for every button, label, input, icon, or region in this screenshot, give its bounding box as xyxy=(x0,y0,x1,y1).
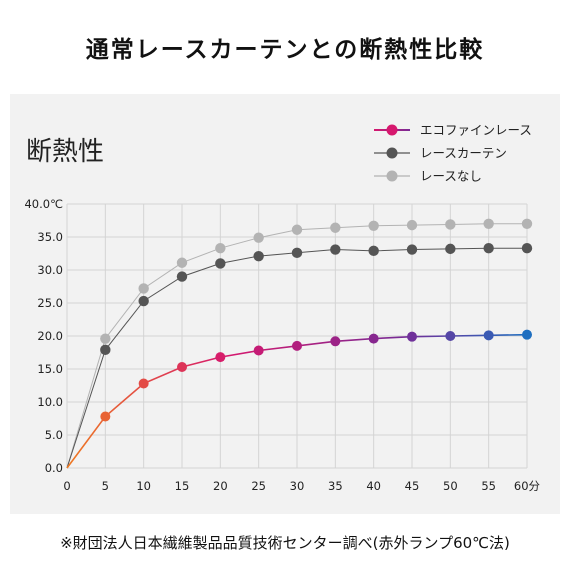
data-point-series-2 xyxy=(445,219,456,230)
data-point-series-0 xyxy=(100,411,111,422)
data-point-series-0 xyxy=(483,330,494,341)
page-title: 通常レースカーテンとの断熱性比較 xyxy=(85,37,485,63)
y-tick-label: 25.0 xyxy=(37,296,63,310)
data-point-series-0 xyxy=(138,378,149,389)
legend-label: エコファインレース xyxy=(420,123,532,138)
y-tick-label: 35.0 xyxy=(37,230,63,244)
y-tick-label: 5.0 xyxy=(45,428,63,442)
x-tick-label: 40 xyxy=(366,479,381,493)
legend-marker-2 xyxy=(386,170,398,182)
y-tick-label: 30.0 xyxy=(37,263,63,277)
data-point-series-2 xyxy=(368,220,379,231)
y-tick-label: 20.0 xyxy=(37,329,63,343)
legend-marker-1 xyxy=(386,147,398,159)
x-tick-label: 5 xyxy=(102,479,109,493)
data-point-series-2 xyxy=(330,222,341,233)
x-tick-label: 35 xyxy=(328,479,343,493)
legend-label: レースなし xyxy=(420,169,482,184)
data-point-series-1 xyxy=(291,247,303,259)
data-point-series-0 xyxy=(368,333,379,344)
x-tick-label: 30 xyxy=(290,479,305,493)
data-point-series-1 xyxy=(176,271,188,282)
x-tick-label: 15 xyxy=(175,479,190,493)
x-tick-label: 60分 xyxy=(514,479,541,493)
data-point-series-0 xyxy=(292,340,302,351)
data-point-series-0 xyxy=(215,352,226,363)
data-point-series-1 xyxy=(521,243,533,254)
chart-title: 断熱性 xyxy=(26,137,104,167)
data-point-series-2 xyxy=(291,224,303,235)
data-point-series-1 xyxy=(368,245,379,257)
data-point-series-1 xyxy=(253,250,264,262)
data-point-series-1 xyxy=(406,244,418,255)
data-point-series-1 xyxy=(215,258,226,269)
data-point-series-1 xyxy=(100,344,111,356)
data-point-series-2 xyxy=(215,243,226,254)
y-tick-label: 40.0℃ xyxy=(24,197,63,211)
x-tick-label: 10 xyxy=(136,479,151,493)
x-tick-label: 25 xyxy=(251,479,266,493)
x-tick-label: 45 xyxy=(405,479,420,493)
data-point-series-0 xyxy=(445,331,456,341)
y-tick-label: 10.0 xyxy=(37,395,63,409)
data-point-series-1 xyxy=(330,244,341,255)
data-point-series-2 xyxy=(100,333,111,344)
x-tick-label: 20 xyxy=(213,479,228,493)
data-point-series-0 xyxy=(522,329,532,340)
data-point-series-0 xyxy=(407,331,417,342)
data-point-series-2 xyxy=(138,283,149,294)
data-point-series-2 xyxy=(176,257,188,268)
data-point-series-0 xyxy=(253,345,264,356)
data-point-series-1 xyxy=(445,243,456,255)
x-tick-label: 55 xyxy=(481,479,496,493)
legend-marker-0 xyxy=(386,124,398,136)
data-point-series-2 xyxy=(406,219,418,231)
x-tick-label: 0 xyxy=(63,479,70,493)
footnote: ※財団法人日本繊維製品品質技術センター調べ(赤外ランプ60℃法) xyxy=(60,533,510,552)
data-point-series-2 xyxy=(521,218,533,229)
x-tick-label: 50 xyxy=(443,479,458,493)
chart-panel: 断熱性 0.0 5.0 10.0 15.0 20.0 25.0 30.0 35.0 40.0℃ … xyxy=(10,94,560,514)
data-point-series-1 xyxy=(138,295,149,307)
y-tick-label: 15.0 xyxy=(37,362,63,376)
data-point-series-0 xyxy=(177,362,187,373)
data-point-series-2 xyxy=(253,232,264,243)
y-tick-label: 0.0 xyxy=(45,461,63,475)
data-point-series-0 xyxy=(330,336,341,347)
legend-label: レースカーテン xyxy=(420,146,507,161)
line-chart: 断熱性 0.05.010.015.020.025.030.035.040.0℃ … xyxy=(24,123,541,494)
data-point-series-1 xyxy=(483,243,494,254)
data-point-series-2 xyxy=(483,218,494,229)
